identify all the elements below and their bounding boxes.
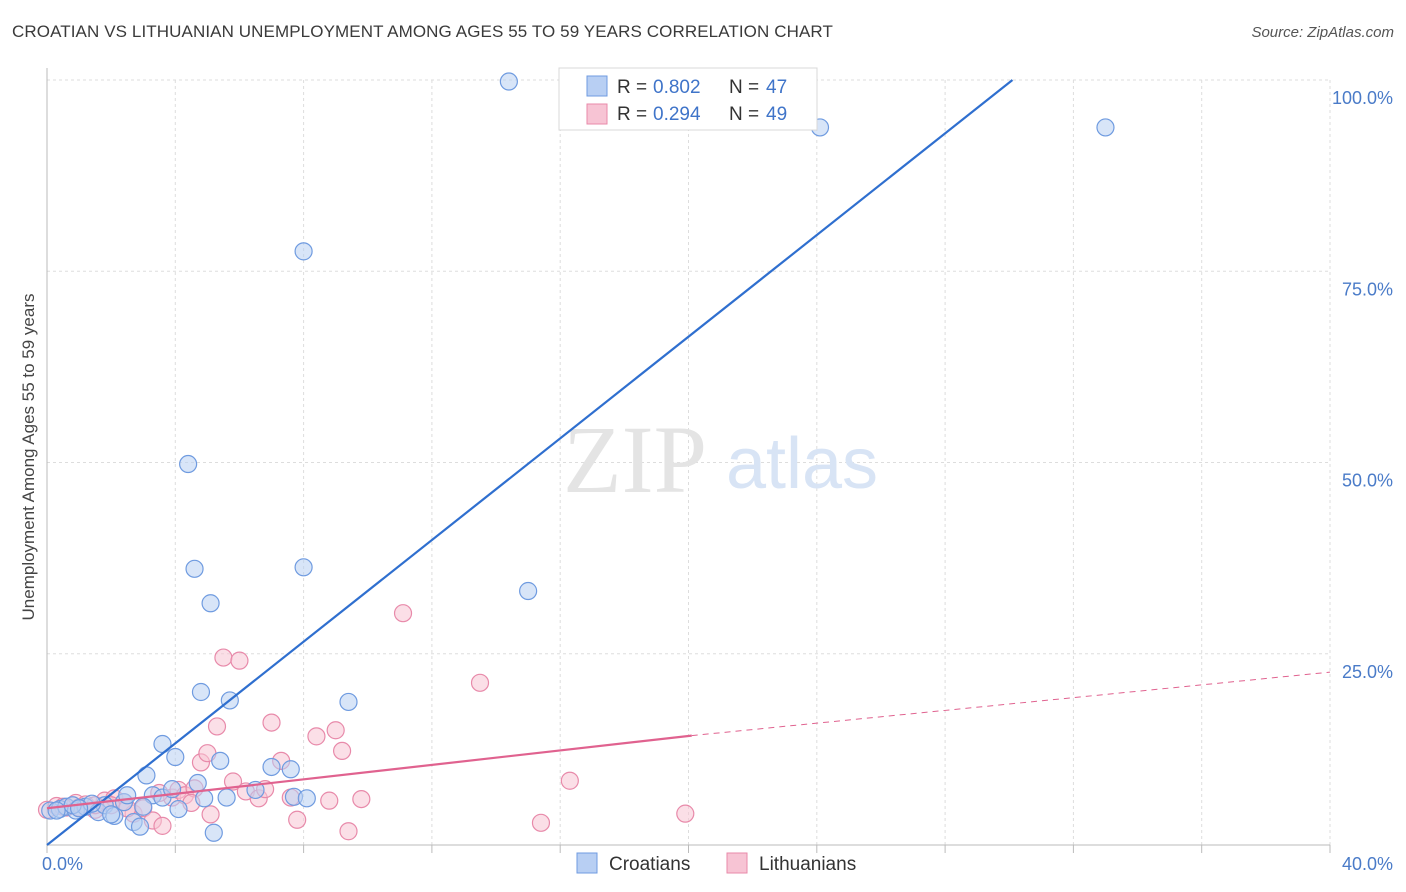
lithuanians-swatch xyxy=(726,852,748,874)
croatians-point xyxy=(188,773,207,793)
lithuanians-point xyxy=(560,771,579,790)
x-tick-label: 0.0% xyxy=(42,854,83,874)
croatians-point xyxy=(166,747,185,767)
x-tick-labels: 0.0% 40.0% xyxy=(42,854,1393,874)
lithuanians-trend-extension xyxy=(691,671,1331,737)
y-tick-labels: 25.0% 50.0% 75.0% 100.0% xyxy=(1332,88,1393,682)
lithuanians-n-value: 49 xyxy=(766,104,787,125)
lithuanians-point xyxy=(262,713,281,732)
lithuanians-point xyxy=(332,741,352,761)
series-legend: Croatians Lithuanians xyxy=(576,852,856,875)
croatians-point xyxy=(118,786,137,805)
lithuanians-point xyxy=(470,673,490,692)
y-tick-label: 100.0% xyxy=(1332,88,1393,108)
croatians-point xyxy=(281,760,300,779)
lithuanians-r-label: R = xyxy=(617,104,647,125)
croatians-point xyxy=(134,797,153,816)
watermark-zip: ZIP xyxy=(563,406,707,513)
croatians-point xyxy=(297,789,316,808)
croatians-legend-label: Croatians xyxy=(609,854,690,875)
axes xyxy=(46,68,1331,853)
croatians-r-value: 0.802 xyxy=(653,77,701,98)
correlation-legend: R = 0.802 N = 47 R = 0.294 N = 49 xyxy=(558,67,818,131)
croatians-point xyxy=(1096,118,1115,137)
lithuanians-point xyxy=(339,822,358,841)
trend-lines xyxy=(46,79,1331,846)
croatians-point xyxy=(195,789,214,808)
croatians-point xyxy=(294,242,313,261)
lithuanians-point xyxy=(214,648,233,667)
croatians-point xyxy=(204,823,223,842)
croatians-swatch xyxy=(576,852,598,874)
lithuanians-legend-swatch xyxy=(586,103,608,125)
x-tick-label: 40.0% xyxy=(1342,854,1393,874)
croatians-point xyxy=(339,692,358,712)
y-tick-label: 50.0% xyxy=(1342,471,1393,491)
lithuanians-point xyxy=(201,805,220,824)
lithuanians-r-value: 0.294 xyxy=(653,104,701,125)
lithuanians-n-label: N = xyxy=(729,104,759,125)
lithuanians-point xyxy=(153,816,172,835)
y-tick-label: 25.0% xyxy=(1342,662,1393,682)
croatians-point xyxy=(294,558,313,577)
lithuanians-point xyxy=(307,727,326,746)
croatians-point xyxy=(191,682,211,702)
lithuanians-point xyxy=(326,721,345,740)
lithuanians-point xyxy=(230,651,249,670)
y-axis-label: Unemployment Among Ages 55 to 59 years xyxy=(19,294,38,621)
lithuanians-point xyxy=(393,604,413,623)
source-label: Source: ZipAtlas.com xyxy=(1251,24,1394,41)
lithuanians-point xyxy=(288,810,307,829)
chart-title: CROATIAN VS LITHUANIAN UNEMPLOYMENT AMON… xyxy=(12,22,833,41)
lithuanians-point xyxy=(207,717,227,736)
watermark: ZIP atlas xyxy=(563,406,878,513)
lithuanians-point xyxy=(531,813,551,832)
grid-lines xyxy=(47,79,1331,845)
lithuanians-point xyxy=(320,791,339,810)
croatians-r-label: R = xyxy=(617,77,647,98)
lithuanians-point xyxy=(352,789,371,809)
croatians-point xyxy=(102,805,121,824)
croatians-point xyxy=(201,594,220,613)
croatians-point xyxy=(169,799,188,819)
croatians-point xyxy=(499,72,518,91)
croatians-point xyxy=(519,581,538,601)
lithuanians-trend-line xyxy=(46,734,692,810)
croatians-point xyxy=(262,757,281,777)
watermark-atlas: atlas xyxy=(726,424,878,504)
lithuanians-legend-label: Lithuanians xyxy=(759,854,856,875)
croatians-n-label: N = xyxy=(729,77,759,98)
croatians-point xyxy=(217,788,236,807)
croatians-n-value: 47 xyxy=(766,77,787,98)
croatians-point xyxy=(211,751,230,770)
croatians-point xyxy=(185,559,204,578)
croatians-point xyxy=(137,766,156,785)
lithuanians-point xyxy=(676,804,695,823)
croatians-point xyxy=(47,801,66,820)
croatians-point xyxy=(179,454,198,474)
croatians-point xyxy=(130,817,150,836)
croatians-trend-line xyxy=(46,79,1014,846)
y-tick-label: 75.0% xyxy=(1342,279,1393,299)
croatians-legend-swatch xyxy=(586,75,608,97)
